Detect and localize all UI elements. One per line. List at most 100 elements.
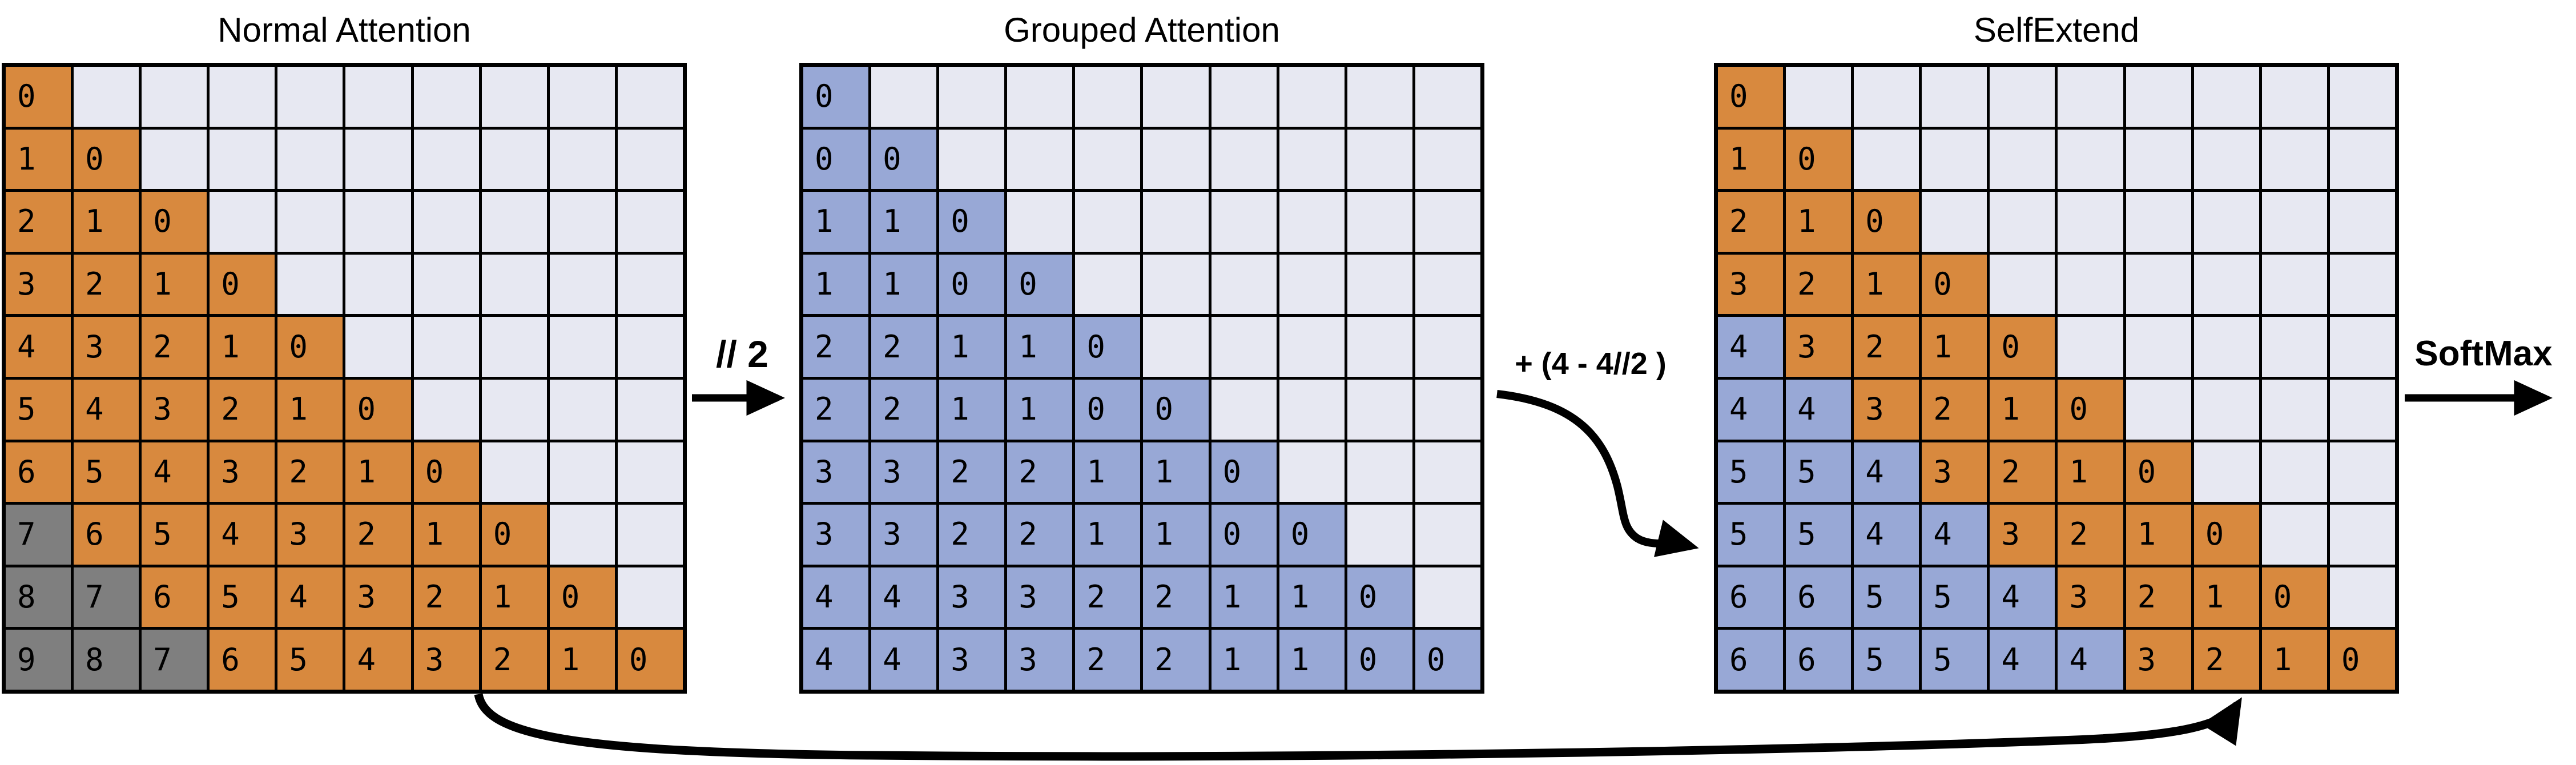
matrix-cell-empty xyxy=(1922,67,1987,127)
matrix-cell: 5 xyxy=(6,379,71,440)
matrix-cell-empty xyxy=(2329,129,2395,190)
matrix-cell: 2 xyxy=(2058,505,2123,565)
matrix-cell-empty xyxy=(2261,379,2327,440)
matrix-cell: 0 xyxy=(6,67,71,127)
matrix-cell: 0 xyxy=(481,505,547,565)
matrix-cell: 7 xyxy=(74,567,139,627)
matrix-cell-empty xyxy=(617,317,683,377)
matrix-cell-empty xyxy=(1211,317,1277,377)
matrix-cell-empty xyxy=(1347,379,1412,440)
matrix-cell-empty xyxy=(413,67,479,127)
matrix-cell: 3 xyxy=(939,630,1005,690)
matrix-cell: 4 xyxy=(6,317,71,377)
matrix-cell: 4 xyxy=(142,442,207,502)
matrix-cell: 3 xyxy=(1922,442,1987,502)
matrix-cell-empty xyxy=(1007,67,1073,127)
matrix-cell-empty xyxy=(2193,67,2259,127)
matrix-cell: 2 xyxy=(1007,442,1073,502)
matrix-cell-empty xyxy=(2261,129,2327,190)
matrix-cell: 0 xyxy=(1143,379,1209,440)
matrix-cell: 0 xyxy=(2329,630,2395,690)
matrix-cell: 1 xyxy=(2261,630,2327,690)
matrix-cell-empty xyxy=(345,317,411,377)
matrix-cell: 5 xyxy=(1854,567,1919,627)
matrix-cell: 1 xyxy=(481,567,547,627)
matrix-cell: 1 xyxy=(2193,567,2259,627)
matrix-cell-empty xyxy=(617,192,683,252)
matrix-cell: 4 xyxy=(2058,630,2123,690)
matrix-cell-empty xyxy=(1211,192,1277,252)
matrix-cell: 1 xyxy=(1279,630,1345,690)
matrix-cell: 0 xyxy=(345,379,411,440)
matrix-cell: 1 xyxy=(1279,567,1345,627)
matrix-cell: 1 xyxy=(871,254,937,315)
matrix-cell: 0 xyxy=(1922,254,1987,315)
matrix-cell: 0 xyxy=(1211,505,1277,565)
matrix-cell: 3 xyxy=(871,505,937,565)
matrix-cell-empty xyxy=(2058,129,2123,190)
matrix-cell: 2 xyxy=(413,567,479,627)
matrix-cell-empty xyxy=(1211,129,1277,190)
matrix-cell: 3 xyxy=(1990,505,2055,565)
matrix-cell: 3 xyxy=(6,254,71,315)
matrix-cell: 2 xyxy=(871,317,937,377)
matrix-cell-empty xyxy=(277,192,343,252)
matrix-cell: 2 xyxy=(74,254,139,315)
matrix-cell-empty xyxy=(617,505,683,565)
matrix-cell-empty xyxy=(481,379,547,440)
matrix-cell-empty xyxy=(2126,192,2191,252)
matrix-cell: 0 xyxy=(1075,317,1141,377)
matrix-cell-empty xyxy=(277,129,343,190)
matrix-cell: 5 xyxy=(1922,630,1987,690)
matrix-cell-empty xyxy=(871,67,937,127)
matrix-cell-empty xyxy=(2193,379,2259,440)
matrix-cell: 1 xyxy=(345,442,411,502)
matrix-cell: 4 xyxy=(210,505,275,565)
matrix-cell: 0 xyxy=(803,67,869,127)
matrix-cell-empty xyxy=(1347,317,1412,377)
matrix-cell: 3 xyxy=(803,442,869,502)
matrix-cell: 6 xyxy=(1786,567,1852,627)
matrix-cell: 1 xyxy=(1075,442,1141,502)
matrix-cell: 2 xyxy=(2126,567,2191,627)
matrix-cell-empty xyxy=(617,442,683,502)
matrix-cell-empty xyxy=(2261,192,2327,252)
matrix-cell: 5 xyxy=(1922,567,1987,627)
matrix-cell: 1 xyxy=(2126,505,2191,565)
matrix-cell: 0 xyxy=(1007,254,1073,315)
matrix-cell-empty xyxy=(1415,129,1480,190)
matrix-cell: 1 xyxy=(871,192,937,252)
matrix-cell-empty xyxy=(2261,317,2327,377)
matrix-cell-empty xyxy=(1415,442,1480,502)
matrix-cell: 1 xyxy=(1211,567,1277,627)
matrix-cell: 3 xyxy=(1007,567,1073,627)
matrix-cell-empty xyxy=(1990,129,2055,190)
matrix-cell: 0 xyxy=(413,442,479,502)
matrix-cell: 1 xyxy=(1143,505,1209,565)
matrix-cell-empty xyxy=(1347,67,1412,127)
matrix-cell-empty xyxy=(481,317,547,377)
matrix-cell: 4 xyxy=(1922,505,1987,565)
matrix-cell: 6 xyxy=(1786,630,1852,690)
matrix-cell-empty xyxy=(1279,379,1345,440)
matrix-cell: 0 xyxy=(1786,129,1852,190)
matrix-cell: 3 xyxy=(2058,567,2123,627)
matrix-cell-empty xyxy=(210,67,275,127)
matrix-cell: 2 xyxy=(277,442,343,502)
matrix-cell-empty xyxy=(481,442,547,502)
matrix-cell: 0 xyxy=(1854,192,1919,252)
matrix-cell: 0 xyxy=(871,129,937,190)
matrix-cell-empty xyxy=(2193,317,2259,377)
matrix-cell-empty xyxy=(2261,505,2327,565)
matrix-cell-empty xyxy=(1854,67,1919,127)
matrix-cell-empty xyxy=(1415,505,1480,565)
matrix-cell-empty xyxy=(1211,254,1277,315)
matrix-cell-empty xyxy=(2193,254,2259,315)
matrix-cell-empty xyxy=(2261,442,2327,502)
matrix-cell: 1 xyxy=(277,379,343,440)
matrix-cell-empty xyxy=(345,67,411,127)
matrix-cell-empty xyxy=(1415,317,1480,377)
matrix-cell-empty xyxy=(413,192,479,252)
matrix-cell-empty xyxy=(345,192,411,252)
